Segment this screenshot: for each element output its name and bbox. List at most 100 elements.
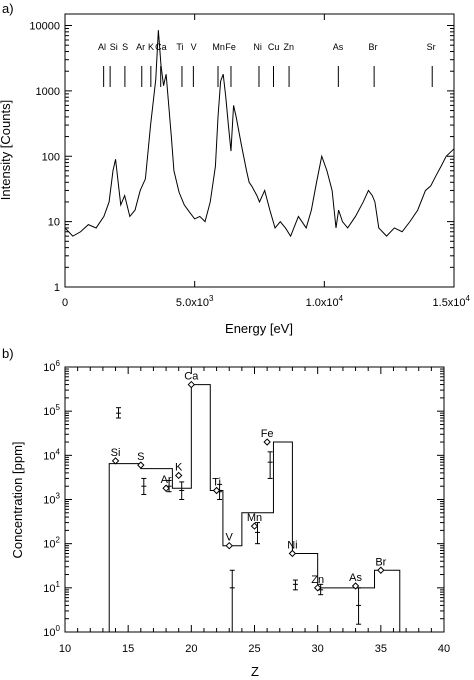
- panel-b-x-tick-label: 40: [438, 643, 450, 655]
- panel-a-x-tick-label-base: 1.0x10: [306, 297, 339, 309]
- element-point-diamond: [137, 461, 145, 469]
- panel-b-y-tick-label: 106: [43, 359, 60, 374]
- panel-b-y-tick-label: 104: [43, 447, 60, 462]
- element-marker-label: S: [122, 42, 128, 52]
- panel-b-y-tick-label-base: 10: [43, 495, 55, 507]
- panel-a-element-markers: Al Si S Ar K Ca Ti V Mn Fe Ni Cu Zn As Br Sr: [98, 42, 436, 87]
- panel-b-y-tick-label-exponent: 2: [56, 536, 61, 545]
- element-point-diamond: [250, 522, 259, 530]
- element-marker-label: Fe: [225, 42, 236, 52]
- panel-b-y-tick-label-exponent: 0: [56, 624, 61, 633]
- element-point-label: Ti: [212, 476, 221, 488]
- element-point-diamond: [351, 582, 360, 590]
- element-marker-label: Br: [369, 42, 378, 52]
- element-point-label: Br: [375, 556, 386, 568]
- panel-a-y-tick-label-base: 1: [54, 282, 60, 294]
- panel-a-y-tick-label: 1: [54, 282, 60, 294]
- panel-b-y-tick-label: 103: [43, 492, 60, 507]
- panel-b-y-tick-label: 100: [43, 624, 60, 639]
- panel-b-y-tick-label-exponent: 5: [56, 403, 61, 412]
- panel-a-y-ticks: 1 10 100 1000 10000: [29, 21, 454, 294]
- panel-b-x-tick-label: 10: [59, 643, 71, 655]
- panel-b-y-tick-label: 102: [43, 536, 60, 551]
- panel-b-y-tick-label: 105: [43, 403, 60, 418]
- element-point-label: Zn: [311, 574, 324, 586]
- element-marker-label: Zn: [283, 42, 294, 52]
- element-point-diamond: [288, 549, 297, 558]
- element-point-label: As: [349, 572, 362, 584]
- panel-a-x-tick-label: 1.5x104: [433, 294, 471, 309]
- panel-a-y-axis-label: Intensity [Counts]: [0, 100, 13, 200]
- panel-b-x-tick-label-base: 25: [248, 643, 260, 655]
- concentration-step-line: [108, 384, 401, 632]
- panel-b-y-tick-label-base: 10: [43, 450, 55, 462]
- element-marker-label: Cu: [268, 42, 280, 52]
- panel-b-x-tick-label: 15: [122, 643, 134, 655]
- panel-a-x-tick-label-base: 1.5x10: [433, 297, 466, 309]
- element-marker-label: Sr: [427, 42, 436, 52]
- panel-b-x-tick-label-base: 20: [185, 643, 197, 655]
- panel-a-x-ticks: 0 5.0x103 1.0x104 1.5x104: [62, 14, 471, 309]
- panel-b-x-axis-label: Z: [251, 664, 259, 679]
- panel-b-x-tick-label-base: 40: [438, 643, 450, 655]
- element-point-diamond: [174, 471, 183, 480]
- element-point-label: Ar: [161, 474, 172, 486]
- panel-a-y-tick-label-base: 1000: [36, 86, 60, 98]
- element-point-label: Fe: [261, 428, 274, 440]
- panel-b-x-tick-label: 25: [248, 643, 260, 655]
- panel-a-x-tick-label: 5.0x103: [176, 294, 214, 309]
- element-marker-label: K: [148, 42, 154, 52]
- element-point-label: Ca: [184, 371, 199, 383]
- panel-a-y-tick-label: 10: [48, 217, 60, 229]
- panel-b-y-tick-label-exponent: 1: [56, 580, 61, 589]
- panel-b-x-tick-label-base: 35: [375, 643, 387, 655]
- panel-b-x-tick-label: 35: [375, 643, 387, 655]
- panel-b-error-bars: [116, 407, 362, 633]
- element-point-diamond: [263, 438, 271, 446]
- panel-a-x-tick-label-base: 5.0x10: [176, 297, 209, 309]
- panel-a-x-axis-label: Energy [eV]: [225, 321, 293, 336]
- element-point-label: S: [137, 451, 144, 463]
- panel-b-y-tick-label: 101: [43, 580, 60, 595]
- panel-a-x-tick-label: 0: [62, 297, 68, 309]
- panel-b-y-tick-label-base: 10: [43, 539, 55, 551]
- element-marker-label: Si: [110, 42, 118, 52]
- panel-a-y-tick-label-base: 10: [48, 217, 60, 229]
- panel-b-x-tick-label-base: 15: [122, 643, 134, 655]
- panel-a-x-tick-label-exponent: 3: [209, 294, 214, 303]
- element-marker-label: Ni: [253, 42, 262, 52]
- panel-a: a) 0 5.0x103 1.0x104 1.5x104 1 10 100 1000 1000…: [0, 1, 471, 336]
- element-point-label: K: [175, 461, 183, 473]
- panel-b-y-tick-label-exponent: 4: [56, 447, 61, 456]
- panel-b: b) 10 15 20 25 30 35 40 100101102103104105106 …: [2, 346, 450, 679]
- panel-b-y-tick-label-base: 10: [43, 627, 55, 639]
- panel-b-frame: [64, 366, 445, 633]
- element-marker-label: V: [191, 42, 197, 52]
- element-marker-label: As: [333, 42, 344, 52]
- panel-a-label: a): [2, 1, 14, 16]
- panel-b-y-tick-label-exponent: 3: [56, 492, 61, 501]
- element-point-diamond: [187, 380, 196, 389]
- element-marker-label: Ar: [136, 42, 145, 52]
- panel-b-y-tick-label-base: 10: [43, 583, 55, 595]
- panel-b-x-ticks: 10 15 20 25 30 35 40: [59, 367, 450, 655]
- element-point-label: Mn: [247, 512, 262, 524]
- panel-b-element-points: Si S ArK Ca Ti V Mn Fe Ni Zn As Br: [111, 371, 387, 592]
- element-point-label: Ni: [287, 539, 297, 551]
- panel-b-y-tick-label-base: 10: [43, 406, 55, 418]
- element-point-label: Si: [111, 447, 121, 459]
- element-marker-label: Ti: [176, 42, 183, 52]
- panel-a-y-tick-label: 1000: [36, 86, 60, 98]
- panel-b-x-tick-label-base: 10: [59, 643, 71, 655]
- element-marker-label: Ca: [155, 42, 167, 52]
- panel-b-y-axis-label: Concentration [ppm]: [10, 441, 25, 558]
- panel-a-y-tick-label-base: 10000: [29, 21, 60, 33]
- spectrum-line: [64, 30, 455, 238]
- panel-a-y-tick-label: 100: [42, 151, 60, 163]
- element-marker-label: Mn: [212, 42, 225, 52]
- panel-b-x-tick-label-base: 30: [312, 643, 324, 655]
- element-point-diamond: [225, 541, 233, 550]
- panel-a-x-tick-label-exponent: 4: [339, 294, 344, 303]
